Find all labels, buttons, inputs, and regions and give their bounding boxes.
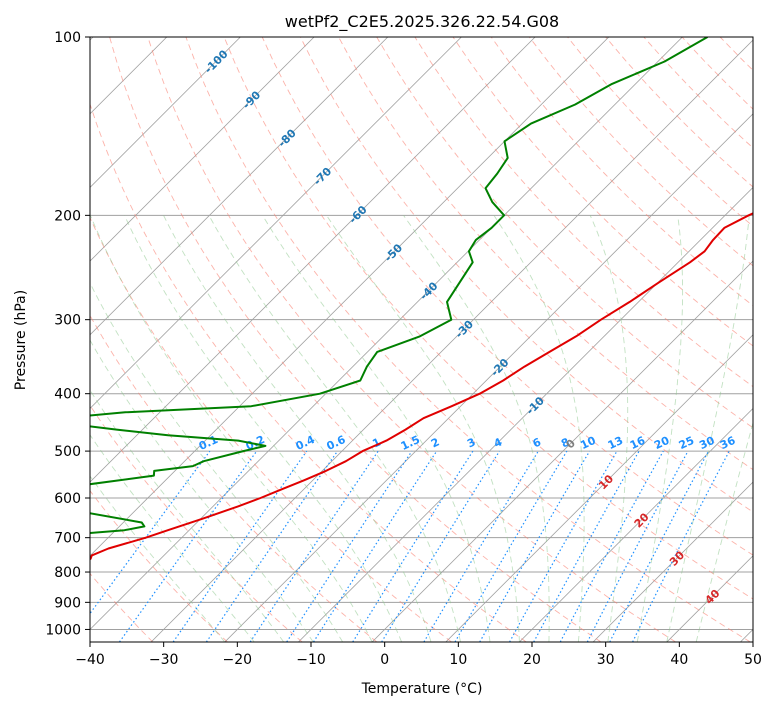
dry-adiabat	[452, 37, 753, 347]
mixing-ratio-label: 30	[697, 434, 717, 452]
dry-adiabat	[223, 37, 753, 600]
mixing-ratio-label: 25	[677, 434, 696, 452]
isotherm-line	[90, 37, 389, 336]
moist-adiabat	[163, 215, 432, 642]
moist-adiabat	[90, 215, 373, 642]
x-tick-label: 50	[744, 652, 762, 668]
mixing-ratio-line	[381, 450, 501, 642]
moist-adiabat	[403, 215, 550, 642]
moist-adiabat	[90, 475, 226, 642]
dry-adiabat	[338, 37, 753, 471]
moist-adiabat	[90, 339, 314, 642]
x-tick-label: −30	[149, 652, 179, 668]
isotherm-line	[90, 37, 536, 483]
mixing-ratio-line	[286, 450, 413, 642]
y-tick-label: 400	[54, 387, 81, 403]
y-tick-label: 300	[54, 313, 81, 329]
moist-adiabat	[589, 215, 629, 642]
mixing-ratio-line	[312, 450, 438, 642]
y-tick-label: 200	[54, 208, 81, 224]
mixing-ratio-label: 13	[606, 434, 625, 452]
moist-adiabat	[326, 215, 520, 642]
mixing-ratio-line	[205, 450, 338, 642]
y-tick-label: 1000	[45, 622, 81, 638]
isotherm-line	[90, 37, 683, 630]
moist-adiabat	[636, 215, 684, 642]
temperature-profile-line	[90, 212, 753, 561]
dry-adiabat	[490, 37, 753, 307]
mixing-ratio-line	[509, 450, 618, 642]
y-tick-label: 600	[54, 491, 81, 507]
moist-adiabat	[666, 215, 750, 642]
x-tick-label: 30	[597, 652, 615, 668]
mixing-ratio-line	[533, 450, 640, 642]
x-tick-label: −10	[296, 652, 326, 668]
chart-title: wetPf2_C2E5.2025.326.22.54.G08	[285, 12, 559, 32]
isotherm-line	[90, 37, 462, 409]
mixing-ratio-line	[559, 450, 664, 642]
mixing-ratio-label: 16	[628, 434, 648, 452]
mixing-ratio-label: 20	[652, 434, 672, 452]
isotherm-line	[90, 37, 241, 188]
y-tick-label: 100	[54, 30, 81, 46]
dry-adiabat	[109, 37, 602, 642]
dry-adiabat	[147, 37, 676, 642]
dry-adiabat	[90, 314, 378, 642]
mixing-ratio-line	[119, 450, 258, 642]
mixing-ratio-line	[632, 450, 730, 642]
guide-lines	[90, 37, 753, 642]
dewpoint-profile-line	[90, 37, 708, 534]
isotherm-line	[224, 113, 753, 642]
x-tick-label: −20	[223, 652, 253, 668]
isotherm-line	[298, 186, 753, 642]
mixing-ratio-label: 10	[578, 434, 598, 452]
moist-adiabat	[208, 215, 461, 642]
isotherm-line	[150, 39, 753, 642]
mixing-ratio-line	[90, 450, 211, 615]
x-tick-label: 10	[449, 652, 467, 668]
dry-adiabat	[261, 37, 753, 556]
mixing-ratio-label: 36	[718, 434, 738, 452]
isotherm-line	[90, 37, 315, 262]
dry-adiabat	[299, 37, 753, 513]
y-tick-label: 700	[54, 531, 81, 547]
moist-adiabat	[90, 389, 285, 642]
plot-frame	[89, 36, 754, 643]
x-tick-label: −40	[75, 652, 105, 668]
mixing-ratio-line	[352, 450, 474, 642]
x-tick-label: 40	[670, 652, 688, 668]
mixing-ratio-line	[249, 450, 379, 642]
isotherm-line	[371, 260, 753, 642]
y-tick-label: 900	[54, 595, 81, 611]
axes: −40 −30 −20 −10 0 10 20 30 40 50 100 200 300 400 500 60…	[45, 30, 762, 668]
isotherm-line	[592, 481, 753, 642]
moist-adiabat	[90, 434, 255, 642]
x-tick-label: 0	[380, 652, 389, 668]
x-tick-label: 20	[523, 652, 541, 668]
dry-adiabat	[376, 37, 753, 429]
dry-adiabat	[414, 37, 753, 388]
moist-adiabat	[262, 215, 491, 642]
profile-lines	[90, 37, 753, 561]
moist-adiabat	[124, 215, 403, 642]
dry-adiabat	[90, 102, 527, 642]
dry-adiabat	[90, 490, 228, 642]
moist-adiabat	[90, 281, 343, 642]
y-tick-label: 500	[54, 444, 81, 460]
dry-adiabat	[185, 37, 751, 642]
dry-adiabat	[90, 404, 303, 642]
x-axis-title: Temperature (°C)	[361, 681, 483, 697]
y-tick-label: 800	[54, 565, 81, 581]
y-axis-title: Pressure (hPa)	[13, 290, 29, 390]
mixing-ratio-line	[172, 450, 308, 642]
